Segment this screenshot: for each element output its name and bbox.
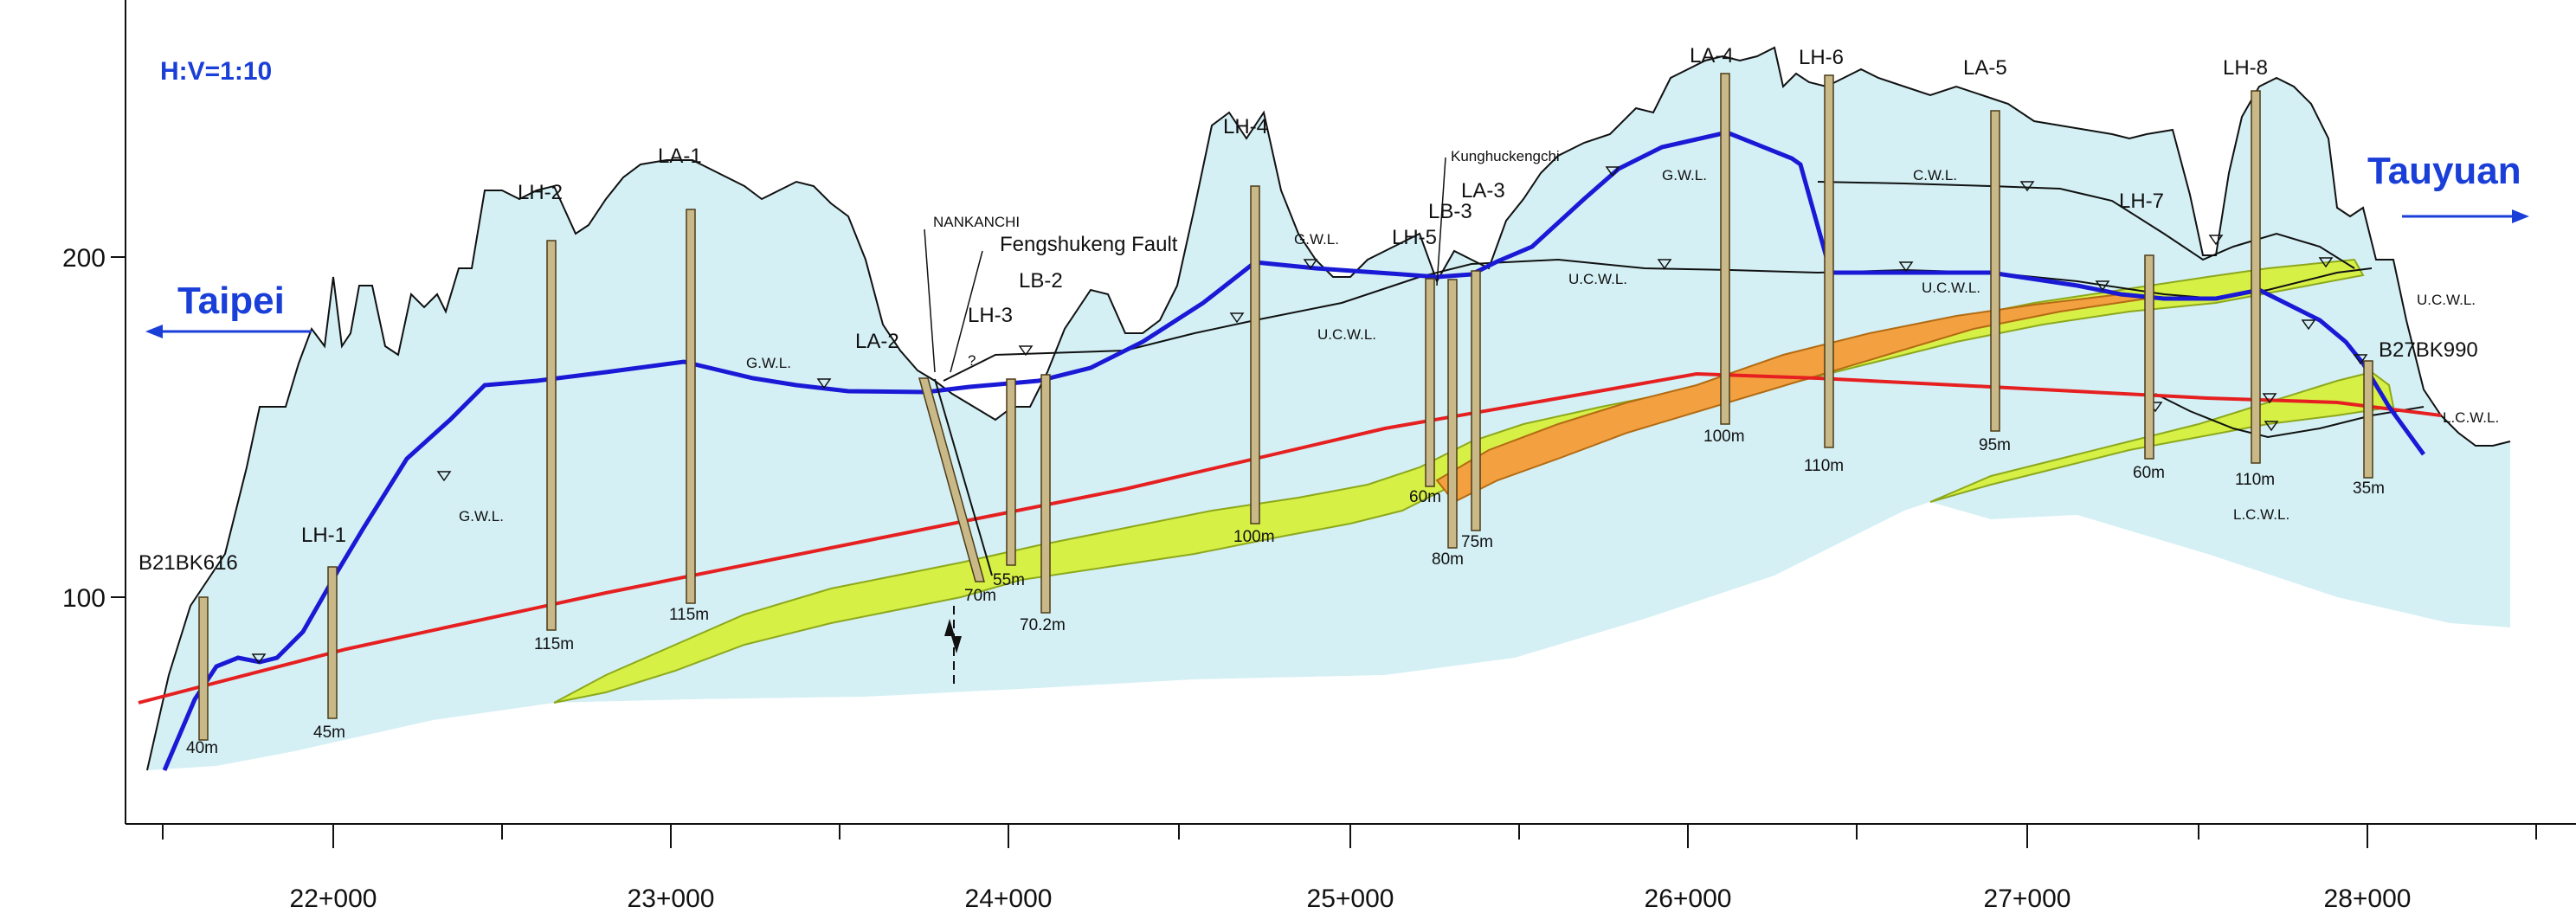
fault-arrow-down [951, 636, 962, 653]
borehole-name-LH-1: LH-1 [301, 524, 346, 547]
borehole-LH-6 [1824, 74, 1834, 448]
borehole-depth-LB-3: 80m [1432, 550, 1464, 569]
direction-left-arrowhead [145, 325, 163, 338]
nankanchi-label: NANKANCHI [933, 214, 1020, 230]
ground-surface-line [146, 46, 2511, 771]
borehole-depth-LH-5: 60m [1409, 488, 1441, 506]
borehole-LH-7 [2144, 254, 2154, 460]
borehole-name-LA-4: LA-4 [1690, 44, 1734, 68]
borehole-group [198, 73, 2373, 741]
x-tick-label-25: 25+000 [1307, 885, 1394, 913]
y-tick-label-100: 100 [62, 584, 106, 613]
question-mark: ? [968, 352, 976, 369]
borehole-depth-B21BK616: 40m [186, 739, 218, 757]
borehole-name-LA-2: LA-2 [855, 330, 899, 353]
borehole-name-LA-3: LA-3 [1461, 179, 1505, 203]
borehole-name-B21BK616: B21BK616 [138, 551, 238, 575]
borehole-LH-3 [1006, 378, 1016, 566]
scale-note: H:V=1:10 [160, 57, 272, 86]
borehole-LH-2 [546, 240, 557, 631]
borehole-name-LA-5: LA-5 [1963, 56, 2007, 80]
borehole-depth-LB-2: 70.2m [1020, 616, 1066, 634]
borehole-LH-8 [2251, 90, 2261, 464]
gwl-label-2: G.W.L. [746, 355, 791, 371]
water-level-markers [251, 166, 2368, 665]
borehole-B21BK616 [198, 596, 209, 741]
borehole-depth-LH-4: 100m [1233, 528, 1275, 546]
direction-right-arrowhead [2512, 209, 2529, 223]
borehole-LA-4 [1720, 73, 1730, 425]
borehole-depth-LH-2: 115m [534, 635, 574, 653]
x-major-ticks [332, 824, 2368, 848]
borehole-depth-LA-1: 115m [669, 606, 709, 624]
borehole-depth-LA-2: 70m [964, 587, 996, 605]
borehole-name-LH-5: LH-5 [1392, 226, 1437, 249]
fault-arrow-up [944, 619, 955, 636]
gwl-label-1: G.W.L. [459, 508, 504, 524]
borehole-depth-LH-1: 45m [313, 724, 345, 742]
gwl-label-4: G.W.L. [1662, 167, 1707, 183]
tunnel-alignment-line [138, 371, 2442, 704]
x-tick-label-23: 23+000 [628, 885, 715, 913]
y-tick-label-200: 200 [62, 244, 106, 273]
borehole-name-LH-8: LH-8 [2223, 56, 2268, 80]
yellow-layer-right [1929, 370, 2395, 503]
x-tick-label-28: 28+000 [2324, 885, 2412, 913]
direction-left-label: Taipei [177, 280, 285, 322]
kunghuckengchi-label: Kunghuckengchi [1451, 148, 1560, 164]
borehole-LH-4 [1250, 185, 1260, 524]
x-tick-label-26: 26+000 [1645, 885, 1732, 913]
lcwl-label-1: L.C.W.L. [2233, 506, 2289, 523]
borehole-name-LH-3: LH-3 [968, 304, 1013, 327]
borehole-depth-LH-3: 55m [993, 571, 1025, 589]
borehole-LA-1 [686, 209, 696, 604]
borehole-name-LH-4: LH-4 [1223, 115, 1268, 138]
lower-unzoned-area [554, 502, 2510, 822]
borehole-depth-LH-6: 110m [1804, 457, 1844, 475]
borehole-B27BK990 [2363, 360, 2373, 479]
borehole-LA-3 [1471, 270, 1481, 531]
borehole-depth-LA-3: 75m [1461, 533, 1493, 551]
x-tick-label-27: 27+000 [1984, 885, 2071, 913]
borehole-depth-LA-4: 100m [1703, 428, 1745, 446]
nankanchi-leader [924, 228, 936, 373]
lcwl-label-2: L.C.W.L. [2443, 409, 2499, 426]
x-tick-label-24: 24+000 [965, 885, 1053, 913]
x-tick-label-22: 22+000 [290, 885, 377, 913]
ground-zone-fill [147, 48, 2510, 770]
ucwl-label-3: U.C.W.L. [1922, 280, 1980, 296]
ucwl-label-2: U.C.W.L. [1568, 271, 1627, 287]
ucwl-label-4: U.C.W.L. [2417, 292, 2476, 308]
borehole-LA-5 [1990, 110, 2000, 432]
ucwl-label-1: U.C.W.L. [1317, 326, 1376, 343]
fault-label: Fengshukeng Fault [1000, 233, 1178, 256]
direction-right-label: Tauyuan [2367, 150, 2521, 192]
borehole-LA-2 [918, 377, 985, 582]
cwl-line [1817, 181, 2355, 269]
borehole-name-LB-2: LB-2 [1019, 269, 1063, 293]
kunghuckengchi-leader [1436, 157, 1446, 286]
borehole-depth-LH-8: 110m [2235, 471, 2275, 489]
borehole-depth-LH-7: 60m [2133, 464, 2165, 482]
borehole-LB-2 [1040, 374, 1051, 614]
borehole-name-B27BK990: B27BK990 [2379, 338, 2478, 362]
borehole-depth-B27BK990: 35m [2353, 479, 2385, 498]
cwl-label: C.W.L. [1913, 167, 1957, 183]
borehole-name-LB-3: LB-3 [1428, 200, 1472, 223]
borehole-name-LH-2: LH-2 [518, 181, 563, 204]
borehole-LB-3 [1447, 279, 1458, 549]
fault-leader [950, 250, 983, 373]
gwl-label-3: G.W.L. [1294, 231, 1339, 248]
borehole-LH-5 [1425, 278, 1435, 487]
borehole-name-LA-1: LA-1 [658, 145, 702, 168]
fault-line-2 [934, 378, 993, 576]
borehole-name-LH-6: LH-6 [1799, 46, 1844, 69]
borehole-depth-LA-5: 95m [1979, 436, 2011, 454]
borehole-name-LH-7: LH-7 [2119, 190, 2164, 213]
borehole-LH-1 [327, 566, 338, 719]
